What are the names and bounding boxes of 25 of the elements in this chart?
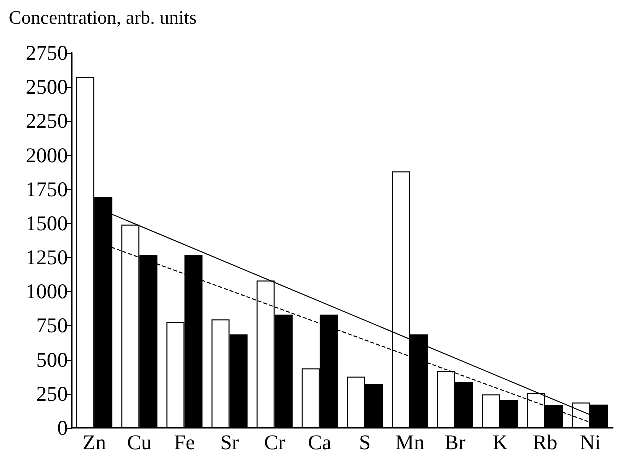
x-tick-label: Sr [220, 430, 240, 454]
y-tick-label: 500 [36, 348, 68, 372]
y-tick-label: 1500 [26, 211, 68, 236]
y-tick-label: 2750 [26, 41, 68, 65]
y-axis-title: Concentration, arb. units [9, 8, 197, 29]
y-tick-label: 1750 [26, 177, 68, 202]
x-tick-label: S [359, 430, 371, 454]
y-tick-label: 750 [36, 314, 68, 338]
x-tick-label: Mn [396, 430, 426, 454]
x-tick-label: K [492, 430, 508, 454]
x-tick-label: Ni [580, 430, 602, 454]
y-tick-label: 2000 [26, 143, 68, 168]
y-tick-label: 1000 [26, 280, 68, 304]
x-tick-label: Br [444, 430, 466, 454]
y-tick-label: 250 [36, 382, 68, 406]
y-tick-label: 2250 [26, 109, 68, 134]
y-tick-label: 1250 [26, 246, 68, 270]
x-tick-label: Cr [264, 430, 286, 454]
x-tick-label: Cu [127, 430, 152, 454]
x-tick-label: Rb [533, 430, 558, 454]
y-tick-label: 0 [58, 416, 68, 440]
y-tick-label: 2500 [26, 75, 68, 100]
x-tick-label: Zn [82, 430, 107, 454]
x-tick-label: Ca [308, 430, 332, 454]
x-tick-label: Fe [174, 430, 196, 454]
